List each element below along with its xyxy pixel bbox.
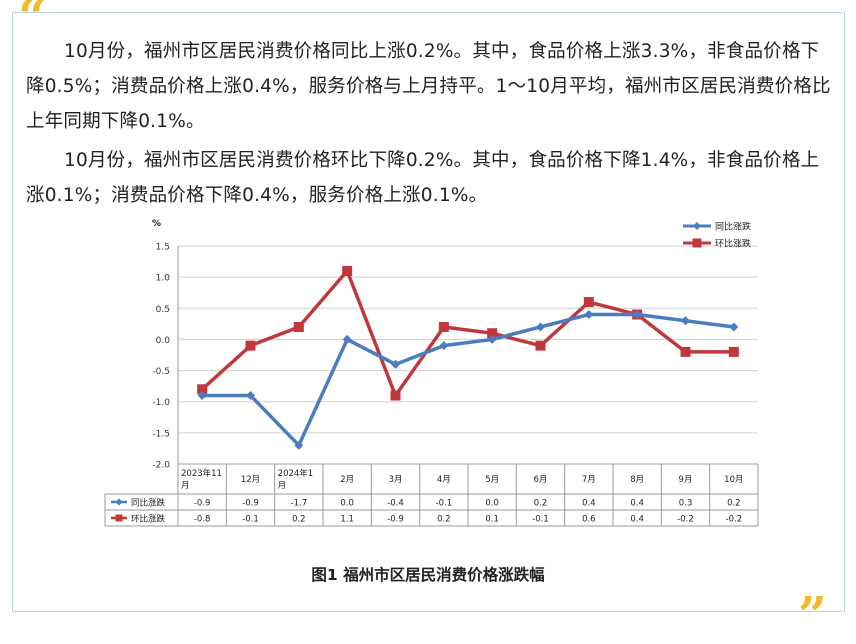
x-tick-label: 8月 [630, 475, 644, 485]
x-tick-label: 2024年1 月 [278, 468, 314, 491]
series-point-marker [293, 321, 304, 332]
data-table-value: 1.1 [340, 515, 354, 525]
series-point-marker [536, 322, 545, 332]
data-table-value: -0.2 [677, 515, 694, 525]
chart-svg: % 1.5 1.0 0.5 0.0 -0.5 -1.0 -1.5 -2.0 2023年11 月 12月… [104, 219, 759, 527]
data-table-value: 0.2 [292, 515, 306, 525]
data-table-value: 0.0 [340, 499, 354, 509]
series-line-yoy [202, 312, 735, 448]
y-tick-label: -1.0 [152, 398, 170, 408]
y-tick-label: 0.0 [156, 336, 171, 346]
content-frame [12, 12, 845, 612]
x-tick-label: 7月 [582, 475, 596, 485]
data-table-value: -0.1 [436, 499, 453, 509]
table-legend-key-marker [115, 514, 123, 522]
series-point-marker [487, 334, 497, 344]
data-table-value: -0.2 [726, 515, 743, 525]
data-table-value: -0.9 [387, 515, 404, 525]
series-point-marker [680, 346, 691, 357]
x-tick-label: 6月 [534, 475, 548, 485]
series-point-marker [487, 328, 498, 339]
table-series-name: 同比涨跌 [131, 498, 166, 509]
data-table-value: 0.2 [727, 499, 741, 509]
x-tick-label: 12月 [241, 475, 260, 485]
series-point-marker [439, 341, 449, 351]
series-point-marker [583, 297, 594, 308]
data-table-value: 0.4 [630, 499, 644, 509]
legend-key-marker [693, 222, 701, 230]
data-table-value: 0.4 [582, 499, 596, 509]
data-table-value: 0.4 [630, 515, 644, 525]
x-tick-label: 2月 [340, 475, 354, 485]
series-point-marker [342, 334, 352, 344]
series-point-marker [632, 310, 642, 320]
data-table-value: 0.1 [485, 515, 499, 525]
paragraph-mom: 10月份，福州市区居民消费价格环比下降0.2%。其中，食品价格下降1.4%，非食… [26, 150, 820, 206]
series-point-marker [535, 340, 546, 351]
y-tick-label: 1.0 [156, 274, 171, 284]
data-table-value: -0.1 [242, 515, 259, 525]
table-series-name: 环比涨跌 [131, 514, 166, 525]
y-tick-label: -2.0 [152, 461, 170, 471]
legend-entry-label: 同比涨跌 [715, 221, 751, 233]
series-point-marker [391, 359, 400, 369]
data-table-value: -0.1 [532, 515, 549, 525]
data-table-value: 0.6 [582, 515, 596, 525]
data-table-value: -1.7 [291, 499, 308, 509]
series-point-marker [584, 310, 594, 320]
series-point-marker [681, 316, 690, 326]
data-table-value: 0.2 [437, 515, 451, 525]
y-tick-label: -0.5 [152, 367, 170, 377]
x-tick-label: 2023年11 月 [181, 468, 222, 491]
series-point-marker [729, 322, 739, 332]
data-table-value: 0.3 [679, 499, 693, 509]
close-quote-icon: ” [798, 585, 827, 644]
x-tick-label: 3月 [389, 475, 403, 485]
x-tick-label: 10月 [724, 475, 743, 485]
series-point-marker [728, 346, 739, 357]
y-tick-label: 1.5 [156, 243, 170, 253]
table-legend-key-marker [115, 498, 123, 506]
y-axis-unit-label: % [152, 219, 161, 229]
open-quote-icon: “ [18, 0, 47, 46]
x-tick-label: 9月 [679, 475, 693, 485]
legend-key-marker [692, 238, 702, 248]
data-table-value: 0.2 [534, 499, 548, 509]
y-tick-label: 0.5 [156, 305, 170, 315]
series-point-marker [390, 390, 401, 401]
series-point-marker [245, 340, 256, 351]
paragraph-yoy: 10月份，福州市区居民消费价格同比上涨0.2%。其中，食品价格上涨3.3%，非食… [26, 41, 831, 132]
data-table-value: 0.0 [485, 499, 499, 509]
chart-caption: 图1 福州市区居民消费价格涨跌幅 [311, 566, 545, 584]
series-point-marker [438, 321, 449, 332]
y-tick-label: -1.5 [152, 429, 170, 439]
cpi-chart: % 1.5 1.0 0.5 0.0 -0.5 -1.0 -1.5 -2.0 2023年11 月 12月… [100, 212, 770, 532]
series-line-mom [200, 269, 734, 398]
data-table-value: -0.4 [387, 499, 404, 509]
series-point-marker [197, 384, 208, 395]
series-point-marker [294, 440, 304, 450]
x-tick-label: 4月 [437, 475, 451, 485]
x-tick-label: 5月 [485, 475, 499, 485]
data-table-value: -0.9 [242, 499, 259, 509]
data-table-value: -0.8 [194, 515, 211, 525]
data-table-value: -0.9 [194, 499, 211, 509]
series-point-marker [342, 265, 353, 276]
series-point-marker [246, 390, 255, 400]
series-point-marker [197, 390, 207, 400]
legend-entry-label: 环比涨跌 [715, 238, 751, 250]
